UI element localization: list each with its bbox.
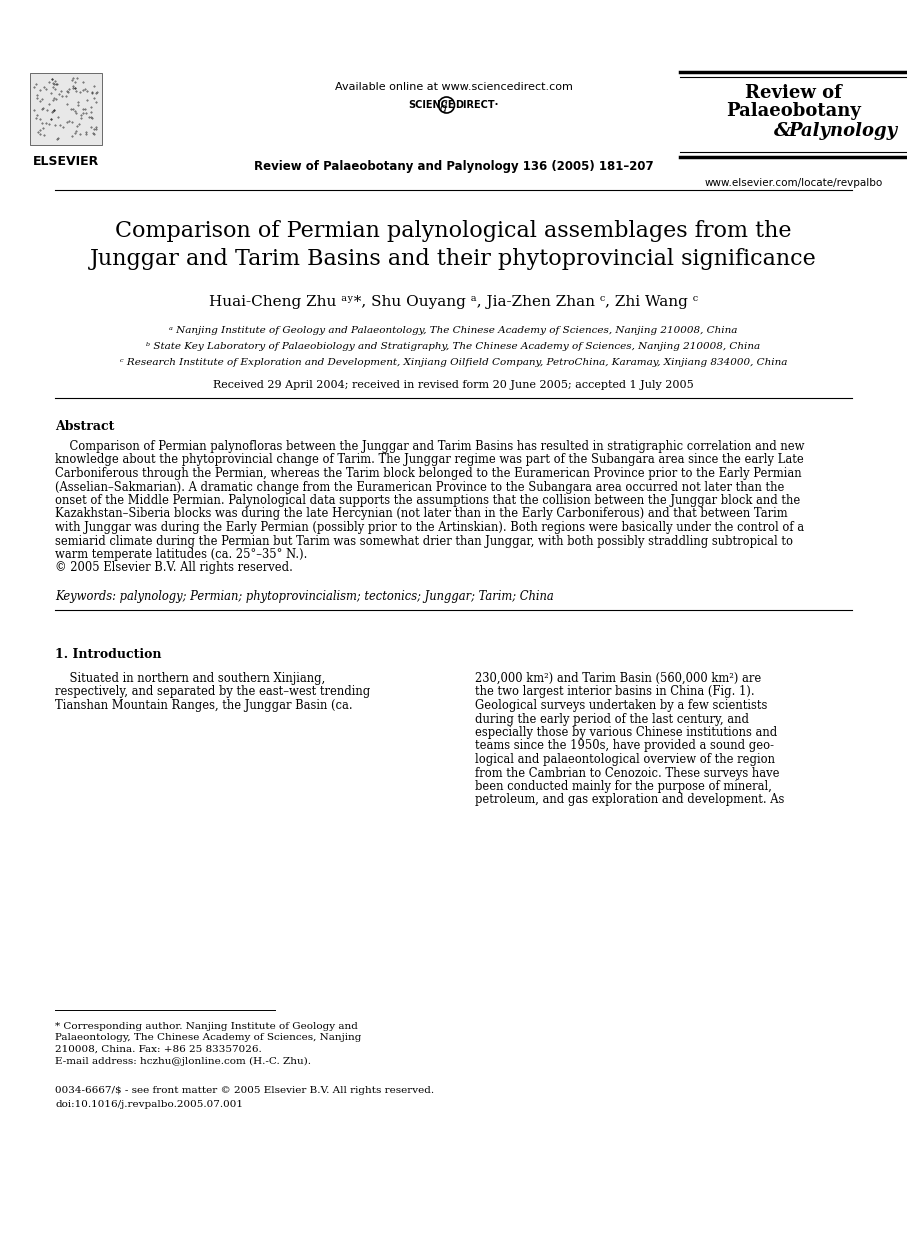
Text: warm temperate latitudes (ca. 25°–35° N.).: warm temperate latitudes (ca. 25°–35° N.… bbox=[55, 548, 307, 561]
Text: Palaeobotany: Palaeobotany bbox=[727, 102, 861, 120]
Text: ᵇ State Key Laboratory of Palaeobiology and Stratigraphy, The Chinese Academy of: ᵇ State Key Laboratory of Palaeobiology … bbox=[146, 342, 761, 352]
Text: 0034-6667/$ - see front matter © 2005 Elsevier B.V. All rights reserved.: 0034-6667/$ - see front matter © 2005 El… bbox=[55, 1086, 434, 1094]
Text: www.elsevier.com/locate/revpalbo: www.elsevier.com/locate/revpalbo bbox=[705, 178, 883, 188]
Text: (Asselian–Sakmarian). A dramatic change from the Euramerican Province to the Sub: (Asselian–Sakmarian). A dramatic change … bbox=[55, 480, 785, 494]
Text: from the Cambrian to Cenozoic. These surveys have: from the Cambrian to Cenozoic. These sur… bbox=[475, 766, 779, 780]
Text: onset of the Middle Permian. Palynological data supports the assumptions that th: onset of the Middle Permian. Palynologic… bbox=[55, 494, 800, 508]
Text: Abstract: Abstract bbox=[55, 420, 114, 433]
Text: been conducted mainly for the purpose of mineral,: been conducted mainly for the purpose of… bbox=[475, 780, 772, 794]
Text: DIRECT·: DIRECT· bbox=[455, 100, 499, 110]
Text: ELSEVIER: ELSEVIER bbox=[33, 155, 99, 168]
Text: Situated in northern and southern Xinjiang,: Situated in northern and southern Xinjia… bbox=[55, 672, 326, 685]
Text: Review of Palaeobotany and Palynology 136 (2005) 181–207: Review of Palaeobotany and Palynology 13… bbox=[254, 160, 653, 173]
Text: Kazakhstan–Siberia blocks was during the late Hercynian (not later than in the E: Kazakhstan–Siberia blocks was during the… bbox=[55, 508, 787, 520]
Text: ᶜ Research Institute of Exploration and Development, Xinjiang Oilfield Company, : ᶜ Research Institute of Exploration and … bbox=[120, 358, 787, 366]
Bar bbox=[30, 73, 102, 145]
Text: respectively, and separated by the east–west trending: respectively, and separated by the east–… bbox=[55, 686, 370, 698]
Text: 230,000 km²) and Tarim Basin (560,000 km²) are: 230,000 km²) and Tarim Basin (560,000 km… bbox=[475, 672, 761, 685]
Text: Tianshan Mountain Ranges, the Junggar Basin (ca.: Tianshan Mountain Ranges, the Junggar Ba… bbox=[55, 699, 353, 712]
Text: petroleum, and gas exploration and development. As: petroleum, and gas exploration and devel… bbox=[475, 794, 785, 806]
Text: Huai-Cheng Zhu ᵃʸ*, Shu Ouyang ᵃ, Jia-Zhen Zhan ᶜ, Zhi Wang ᶜ: Huai-Cheng Zhu ᵃʸ*, Shu Ouyang ᵃ, Jia-Zh… bbox=[209, 295, 698, 310]
Text: Keywords: palynology; Permian; phytoprovincialism; tectonics; Junggar; Tarim; Ch: Keywords: palynology; Permian; phytoprov… bbox=[55, 591, 554, 603]
Text: logical and palaeontological overview of the region: logical and palaeontological overview of… bbox=[475, 753, 775, 766]
Text: SCIENCE: SCIENCE bbox=[408, 100, 455, 110]
Text: Carboniferous through the Permian, whereas the Tarim block belonged to the Euram: Carboniferous through the Permian, where… bbox=[55, 467, 802, 480]
Text: semiarid climate during the Permian but Tarim was somewhat drier than Junggar, w: semiarid climate during the Permian but … bbox=[55, 535, 793, 547]
Text: especially those by various Chinese institutions and: especially those by various Chinese inst… bbox=[475, 725, 777, 739]
Text: during the early period of the last century, and: during the early period of the last cent… bbox=[475, 713, 749, 725]
Text: knowledge about the phytoprovincial change of Tarim. The Junggar regime was part: knowledge about the phytoprovincial chan… bbox=[55, 453, 804, 467]
Text: Junggar and Tarim Basins and their phytoprovincial significance: Junggar and Tarim Basins and their phyto… bbox=[90, 248, 817, 270]
Text: ᵃ Nanjing Institute of Geology and Palaeontology, The Chinese Academy of Science: ᵃ Nanjing Institute of Geology and Palae… bbox=[170, 326, 737, 335]
Text: Palynology: Palynology bbox=[788, 123, 898, 140]
Text: 1. Introduction: 1. Introduction bbox=[55, 647, 161, 661]
Text: 210008, China. Fax: +86 25 83357026.: 210008, China. Fax: +86 25 83357026. bbox=[55, 1045, 262, 1054]
Text: Geological surveys undertaken by a few scientists: Geological surveys undertaken by a few s… bbox=[475, 699, 767, 712]
Text: Review of: Review of bbox=[745, 84, 842, 102]
Text: Comparison of Permian palynological assemblages from the: Comparison of Permian palynological asse… bbox=[115, 220, 792, 241]
Text: © 2005 Elsevier B.V. All rights reserved.: © 2005 Elsevier B.V. All rights reserved… bbox=[55, 562, 293, 574]
Text: doi:10.1016/j.revpalbo.2005.07.001: doi:10.1016/j.revpalbo.2005.07.001 bbox=[55, 1101, 243, 1109]
Text: Available online at www.sciencedirect.com: Available online at www.sciencedirect.co… bbox=[335, 82, 572, 92]
Text: teams since the 1950s, have provided a sound geo-: teams since the 1950s, have provided a s… bbox=[475, 739, 774, 753]
Text: * Corresponding author. Nanjing Institute of Geology and: * Corresponding author. Nanjing Institut… bbox=[55, 1023, 358, 1031]
Text: with Junggar was during the Early Permian (possibly prior to the Artinskian). Bo: with Junggar was during the Early Permia… bbox=[55, 521, 805, 534]
Text: &: & bbox=[774, 123, 791, 140]
Text: E-mail address: hczhu@jlonline.com (H.-C. Zhu).: E-mail address: hczhu@jlonline.com (H.-C… bbox=[55, 1056, 311, 1066]
Text: the two largest interior basins in China (Fig. 1).: the two largest interior basins in China… bbox=[475, 686, 755, 698]
Text: Comparison of Permian palynofloras between the Junggar and Tarim Basins has resu: Comparison of Permian palynofloras betwe… bbox=[55, 439, 805, 453]
Text: Palaeontology, The Chinese Academy of Sciences, Nanjing: Palaeontology, The Chinese Academy of Sc… bbox=[55, 1034, 361, 1042]
Text: Received 29 April 2004; received in revised form 20 June 2005; accepted 1 July 2: Received 29 April 2004; received in revi… bbox=[213, 380, 694, 390]
Text: d: d bbox=[440, 102, 447, 115]
